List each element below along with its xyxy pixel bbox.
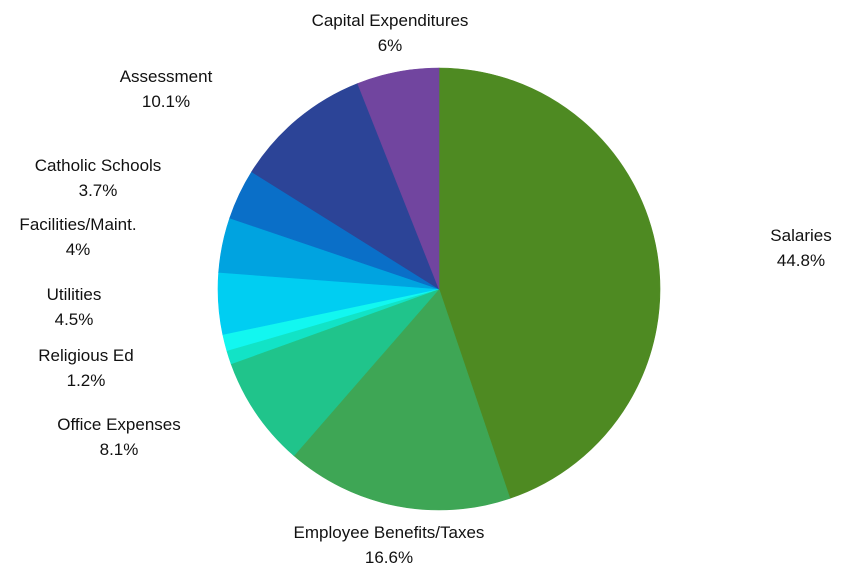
label-name: Utilities [46, 285, 102, 304]
pie-slice-office-expenses [230, 288, 440, 457]
label-assessment: Assessment 10.1% [120, 64, 213, 114]
label-religious-ed: Religious Ed 1.2% [38, 343, 133, 393]
pie-slice-capital-expenditures [357, 67, 440, 290]
label-value: 3.7% [78, 181, 118, 200]
label-salaries: Salaries 44.8% [770, 223, 831, 273]
label-name: Catholic Schools [34, 156, 162, 175]
label-utilities: Utilities 4.5% [47, 282, 102, 332]
label-name: Facilities/Maint. [19, 215, 137, 234]
label-office-expenses: Office Expenses 8.1% [57, 412, 180, 462]
label-name: Religious Ed [38, 346, 134, 365]
pie-slice-assessment [251, 83, 440, 290]
label-name: Office Expenses [57, 415, 181, 434]
pie-slice-salaries [438, 67, 661, 499]
label-value: 16.6% [364, 548, 414, 567]
label-employee-benefits-taxes: Employee Benefits/Taxes 16.6% [294, 520, 485, 570]
label-facilities-maint: Facilities/Maint. 4% [19, 212, 136, 262]
pie-slice-employee-benefits-taxes [293, 288, 511, 511]
label-value: 1.2% [66, 371, 106, 390]
label-name: Salaries [770, 226, 832, 245]
label-name: Capital Expenditures [311, 11, 469, 30]
label-value: 44.8% [776, 251, 826, 270]
label-value: 4% [65, 240, 91, 259]
label-value: 6% [377, 36, 403, 55]
label-name: Employee Benefits/Taxes [293, 523, 485, 542]
label-value: 10.1% [141, 92, 191, 111]
label-name: Assessment [119, 67, 213, 86]
label-value: 4.5% [54, 310, 94, 329]
label-value: 8.1% [99, 440, 139, 459]
label-capital-expenditures: Capital Expenditures 6% [312, 8, 469, 58]
label-catholic-schools: Catholic Schools 3.7% [35, 153, 162, 203]
